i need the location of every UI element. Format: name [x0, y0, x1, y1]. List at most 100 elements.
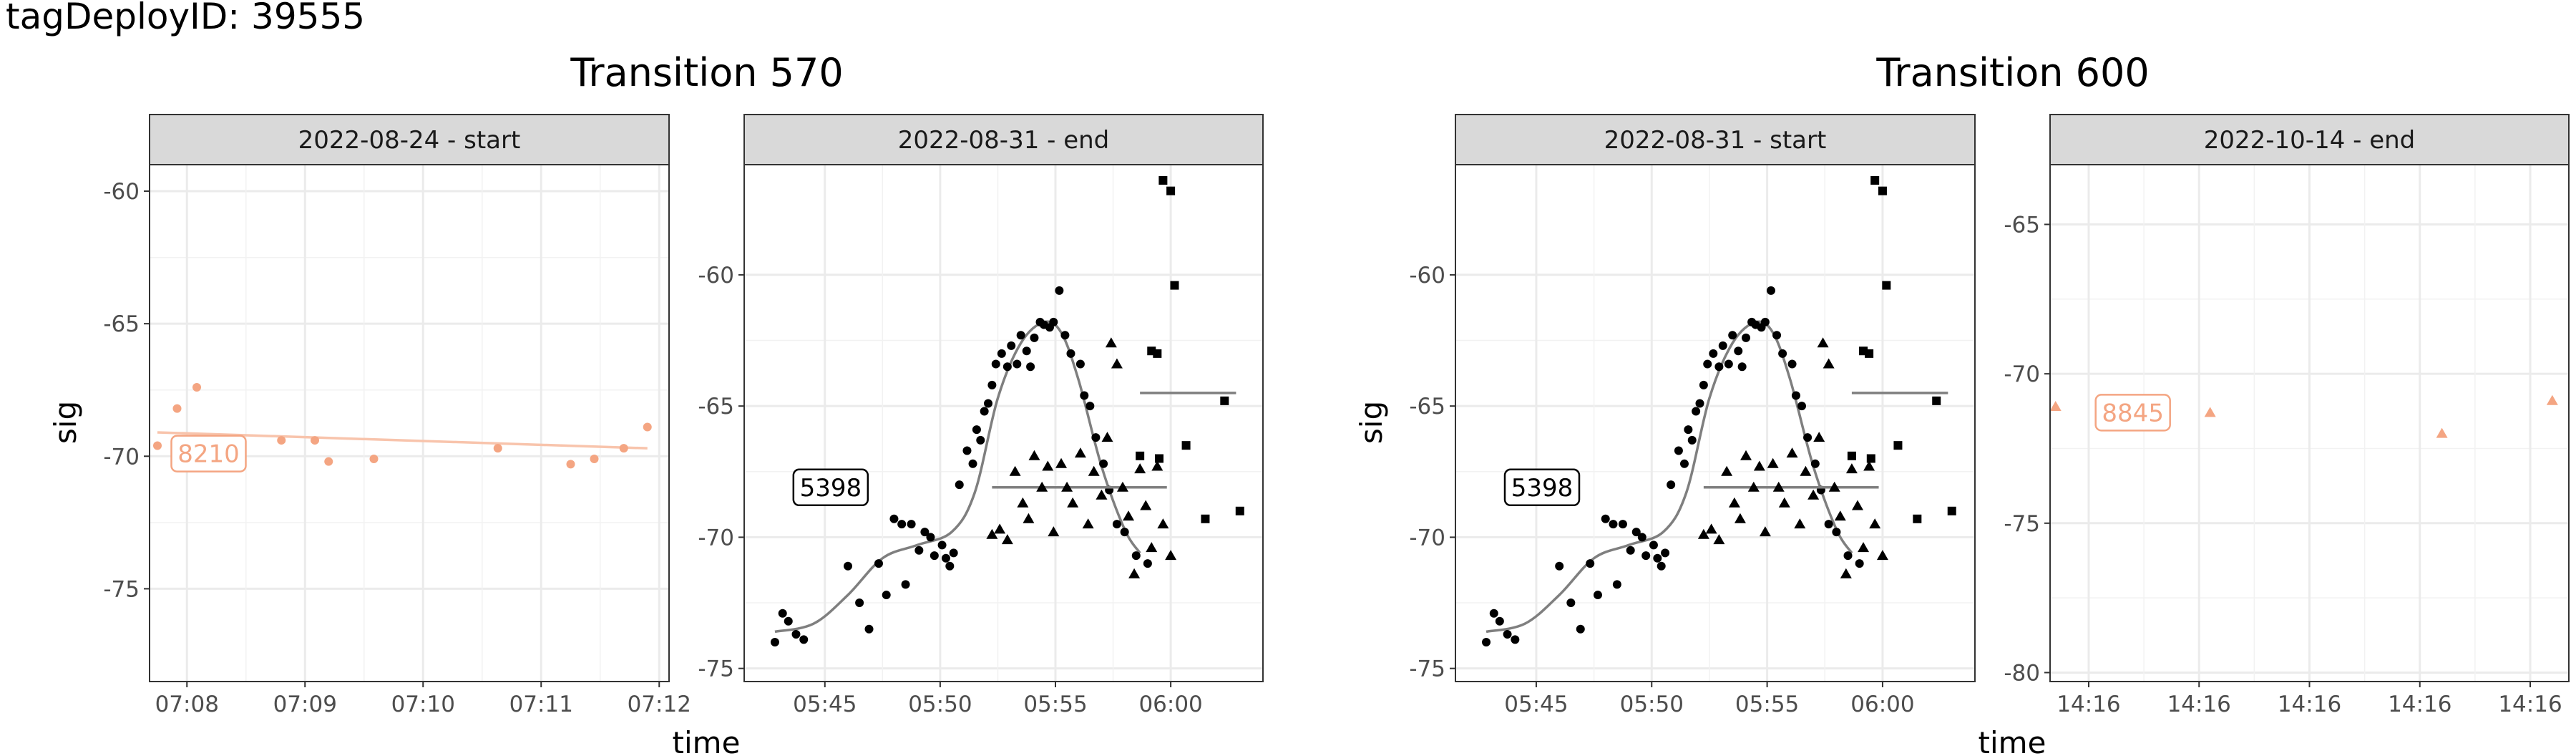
data-point	[1134, 463, 1146, 474]
data-point	[1120, 528, 1129, 537]
data-point	[1009, 465, 1021, 476]
data-point	[311, 436, 319, 445]
data-point	[1140, 500, 1152, 510]
data-point	[192, 383, 201, 392]
data-point	[1703, 359, 1712, 369]
data-point	[1181, 441, 1191, 450]
x-tick-label: 05:45	[793, 692, 857, 717]
data-point	[566, 460, 575, 469]
data-point	[1794, 518, 1806, 529]
data-point	[1697, 528, 1709, 539]
data-point	[1728, 497, 1740, 508]
data-point	[1099, 459, 1108, 468]
data-point	[991, 359, 1000, 369]
data-point	[844, 561, 852, 571]
data-point	[1657, 561, 1666, 571]
data-point	[799, 635, 809, 644]
data-point	[914, 546, 924, 555]
data-point	[945, 561, 955, 571]
data-point	[153, 441, 162, 450]
data-point	[1055, 286, 1064, 295]
data-point	[1760, 317, 1770, 326]
data-point	[1036, 481, 1048, 492]
data-point	[855, 598, 864, 608]
data-point	[976, 435, 985, 445]
data-point	[1593, 591, 1602, 600]
x-tick-label: 14:16	[2057, 692, 2120, 717]
data-point	[1626, 546, 1635, 555]
data-point	[2436, 427, 2448, 438]
x-tick-label: 14:16	[2388, 692, 2451, 717]
series-triangle	[1697, 337, 1888, 578]
data-point	[1692, 407, 1701, 416]
data-point	[1075, 359, 1085, 369]
panel-border	[1455, 164, 1976, 682]
data-point	[1016, 331, 1025, 340]
data-point	[1866, 454, 1875, 463]
data-point	[1778, 497, 1790, 508]
tag-title: tagDeployID: 39555	[6, 0, 365, 37]
data-point	[1136, 451, 1145, 460]
data-point	[1813, 432, 1825, 442]
data-point	[1576, 624, 1585, 634]
data-point	[1845, 463, 1858, 474]
data-point	[1855, 559, 1864, 568]
data-point	[1823, 358, 1835, 369]
data-point	[1123, 510, 1135, 521]
data-point	[1157, 518, 1169, 529]
data-point	[1002, 362, 1012, 372]
data-point	[2546, 394, 2558, 405]
panels: 2022-08-24 - start -60 -65 -70 -75 07:08 07:09…	[103, 114, 2570, 717]
x-tick-label: 07:11	[509, 692, 573, 717]
data-point	[962, 446, 972, 455]
data-point	[1695, 399, 1704, 408]
y-tick-label: -70	[103, 444, 140, 470]
plot-area	[1455, 165, 1975, 682]
data-point	[1863, 460, 1875, 471]
data-point	[874, 559, 883, 568]
label-box	[1503, 468, 1581, 507]
y-tick-label: -75	[103, 576, 140, 602]
x-tick-label: 14:16	[2167, 692, 2231, 717]
data-point	[1787, 359, 1797, 369]
data-point	[1737, 362, 1747, 372]
data-point	[1721, 465, 1733, 476]
panel-border	[149, 164, 670, 682]
x-tick-label: 14:16	[2498, 692, 2562, 717]
data-point	[1772, 331, 1782, 340]
x-tick-label: 06:00	[1138, 692, 1202, 717]
series-triangle	[2049, 394, 2558, 438]
data-point	[1101, 432, 1113, 442]
data-point	[907, 520, 916, 529]
data-point	[1060, 331, 1070, 340]
data-point	[1165, 550, 1177, 561]
data-point	[1013, 359, 1022, 369]
data-point	[986, 528, 998, 539]
y-tick-label: -70	[698, 525, 734, 551]
data-point	[972, 425, 981, 435]
data-point	[1146, 542, 1158, 553]
data-point	[901, 580, 910, 589]
data-point	[1878, 186, 1887, 195]
data-point	[1734, 346, 1743, 356]
y-tick-label: -60	[103, 179, 140, 205]
data-point	[941, 553, 950, 563]
y-tick-label: -75	[2004, 511, 2040, 537]
data-point	[1858, 542, 1870, 553]
data-point	[1601, 514, 1610, 523]
y-tick-label: -65	[2004, 212, 2040, 238]
label-box-text: 5398	[1511, 474, 1574, 503]
data-point	[1116, 481, 1128, 492]
data-point	[1143, 559, 1152, 568]
data-point	[369, 454, 379, 463]
data-point	[1586, 559, 1595, 568]
series-square	[1136, 175, 1244, 523]
data-point	[1714, 362, 1724, 372]
data-point	[1082, 518, 1094, 529]
data-point	[1728, 331, 1737, 340]
x-tick-label: 07:12	[628, 692, 691, 717]
data-point	[1001, 534, 1013, 545]
data-point	[1747, 481, 1760, 492]
data-point	[1724, 359, 1733, 369]
data-point	[1817, 337, 1829, 348]
